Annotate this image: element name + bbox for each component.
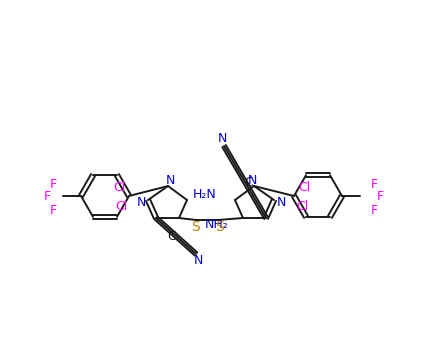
Text: N: N	[165, 175, 175, 188]
Text: N: N	[193, 254, 203, 268]
Text: C: C	[168, 230, 176, 243]
Text: C: C	[245, 176, 253, 189]
Text: F: F	[371, 203, 378, 216]
Text: Cl: Cl	[115, 200, 127, 213]
Text: F: F	[49, 177, 57, 190]
Text: F: F	[49, 203, 57, 216]
Text: F: F	[371, 177, 378, 190]
Text: H₂N: H₂N	[193, 189, 217, 201]
Text: N: N	[276, 196, 286, 209]
Text: F: F	[43, 190, 51, 203]
Text: S: S	[215, 220, 223, 234]
Text: N: N	[217, 132, 227, 145]
Text: N: N	[247, 175, 257, 188]
Text: N: N	[136, 196, 146, 209]
Text: Cl: Cl	[113, 181, 125, 194]
Text: NH₂: NH₂	[205, 219, 229, 232]
Text: Cl: Cl	[296, 200, 308, 213]
Text: Cl: Cl	[298, 181, 310, 194]
Text: F: F	[376, 190, 384, 203]
Text: S: S	[191, 220, 199, 234]
